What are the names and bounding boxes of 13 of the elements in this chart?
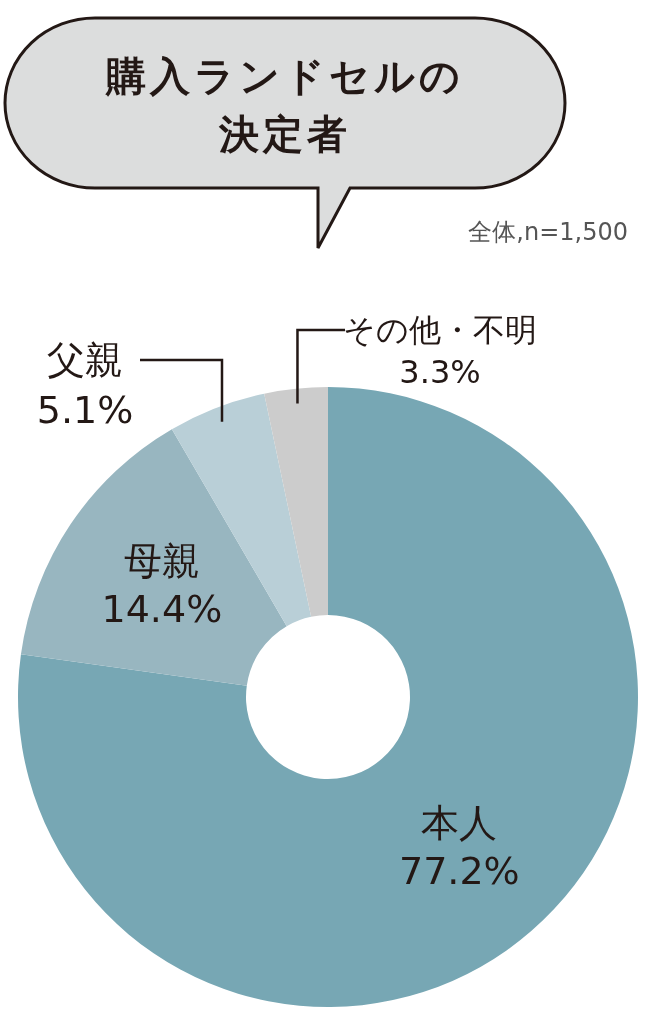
donut-slice (20, 429, 287, 686)
slice-label: 本人 (421, 800, 498, 845)
donut-slice (18, 387, 638, 1007)
data-label: 77.2% (398, 848, 520, 893)
slice-label: 父親 (47, 338, 123, 383)
donut-slice (264, 387, 328, 617)
data-label: 14.4% (101, 586, 223, 631)
data-label: 3.3% (399, 352, 481, 391)
slice-label: その他・不明 (343, 311, 537, 350)
slice-label: 母親 (123, 538, 200, 583)
chart-title: 購入ランドセルの決定者 (105, 53, 464, 157)
chart-subtitle: 全体,n=1,500 (468, 218, 628, 246)
data-label: 5.1% (36, 387, 134, 432)
